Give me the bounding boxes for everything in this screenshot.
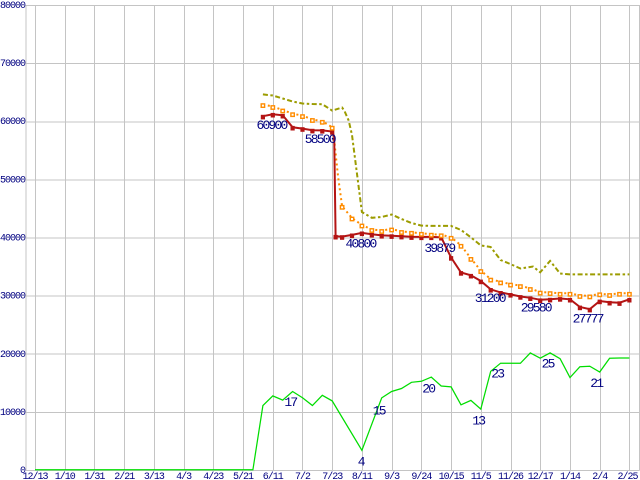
svg-text:4/23: 4/23 [203, 471, 224, 480]
svg-text:40800: 40800 [346, 237, 377, 252]
svg-text:70000: 70000 [0, 59, 26, 70]
svg-text:1/31: 1/31 [84, 471, 105, 480]
svg-text:21: 21 [590, 376, 604, 391]
svg-text:13: 13 [472, 413, 485, 428]
svg-text:9/3: 9/3 [384, 471, 400, 480]
svg-text:40000: 40000 [0, 234, 26, 245]
svg-text:12/17: 12/17 [528, 471, 554, 480]
svg-text:1/14: 1/14 [560, 471, 581, 480]
svg-text:3/13: 3/13 [144, 471, 165, 480]
svg-text:4/3: 4/3 [176, 471, 192, 480]
svg-text:2/4: 2/4 [592, 471, 608, 480]
svg-text:50000: 50000 [0, 175, 26, 186]
svg-text:2/25: 2/25 [617, 471, 638, 480]
svg-text:9/24: 9/24 [411, 471, 432, 480]
svg-text:0: 0 [20, 466, 26, 477]
svg-text:58500: 58500 [305, 132, 336, 147]
svg-text:80000: 80000 [0, 1, 26, 12]
svg-text:7/2: 7/2 [295, 471, 311, 480]
svg-text:20: 20 [422, 381, 435, 396]
svg-text:10/15: 10/15 [439, 471, 465, 480]
svg-text:7/23: 7/23 [322, 471, 343, 480]
svg-text:23: 23 [491, 367, 504, 382]
svg-text:31200: 31200 [475, 291, 506, 306]
svg-text:15: 15 [373, 403, 386, 418]
svg-text:11/5: 11/5 [471, 471, 492, 480]
svg-text:25: 25 [542, 357, 555, 372]
svg-text:20000: 20000 [0, 350, 26, 361]
svg-text:8/11: 8/11 [352, 471, 373, 480]
svg-text:29580: 29580 [521, 300, 552, 315]
svg-text:1/10: 1/10 [55, 471, 76, 480]
svg-text:6/11: 6/11 [263, 471, 284, 480]
svg-text:27777: 27777 [573, 312, 604, 327]
svg-text:4: 4 [358, 454, 366, 469]
svg-text:10000: 10000 [0, 408, 26, 419]
svg-text:60000: 60000 [0, 117, 26, 128]
svg-text:39879: 39879 [424, 241, 455, 256]
svg-text:5/21: 5/21 [233, 471, 254, 480]
svg-text:2/21: 2/21 [114, 471, 135, 480]
svg-text:30000: 30000 [0, 292, 26, 303]
svg-text:11/26: 11/26 [498, 471, 524, 480]
svg-text:60900: 60900 [257, 118, 288, 133]
svg-text:12/13: 12/13 [22, 471, 48, 480]
svg-text:17: 17 [284, 395, 297, 410]
